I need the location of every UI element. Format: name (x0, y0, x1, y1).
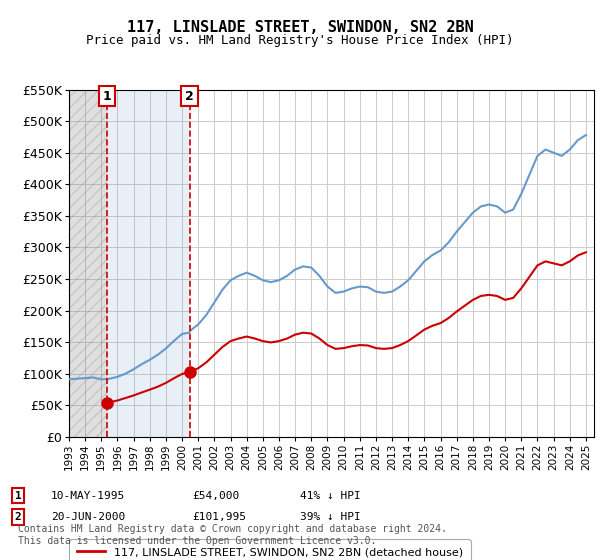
Text: 41% ↓ HPI: 41% ↓ HPI (300, 491, 361, 501)
Text: 20-JUN-2000: 20-JUN-2000 (51, 512, 125, 522)
Bar (69, 90, 107, 437)
Text: 1: 1 (14, 491, 22, 501)
Text: 117, LINSLADE STREET, SWINDON, SN2 2BN: 117, LINSLADE STREET, SWINDON, SN2 2BN (127, 20, 473, 35)
Text: 2: 2 (185, 90, 194, 102)
Text: Contains HM Land Registry data © Crown copyright and database right 2024.
This d: Contains HM Land Registry data © Crown c… (18, 524, 447, 546)
Text: Price paid vs. HM Land Registry's House Price Index (HPI): Price paid vs. HM Land Registry's House … (86, 34, 514, 46)
Text: 1: 1 (103, 90, 112, 102)
Text: 2: 2 (14, 512, 22, 522)
Bar (107, 90, 190, 437)
Text: £101,995: £101,995 (192, 512, 246, 522)
Legend: 117, LINSLADE STREET, SWINDON, SN2 2BN (detached house), HPI: Average price, det: 117, LINSLADE STREET, SWINDON, SN2 2BN (… (70, 539, 470, 560)
Text: 10-MAY-1995: 10-MAY-1995 (51, 491, 125, 501)
Text: 39% ↓ HPI: 39% ↓ HPI (300, 512, 361, 522)
Text: £54,000: £54,000 (192, 491, 239, 501)
